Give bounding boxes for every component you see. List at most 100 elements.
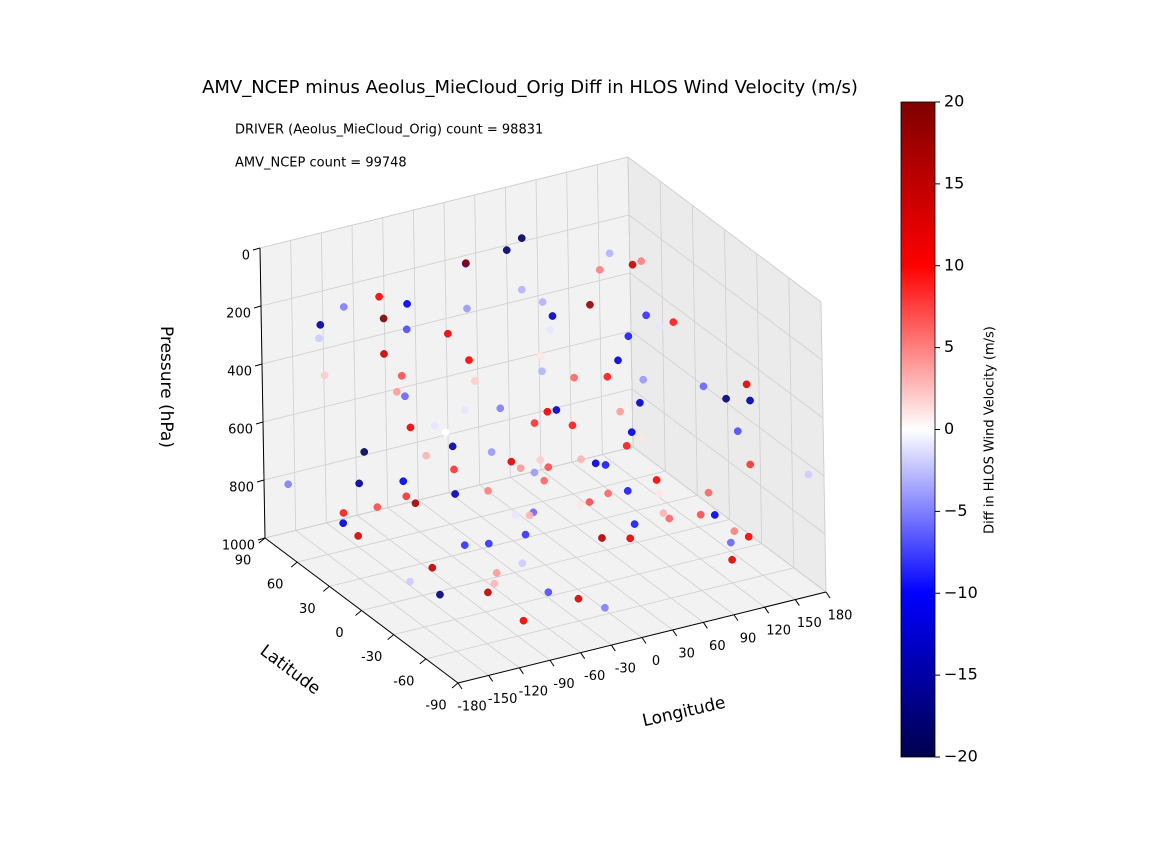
grid-line [535,179,542,470]
colorbar-tick-label: 15 [944,173,964,192]
point [659,509,668,517]
point [422,451,431,460]
x-axis-label: Longitude [641,693,728,732]
point [530,419,539,427]
point [487,448,496,456]
tick-mark [257,537,266,541]
grid-line [566,172,573,463]
colorbar-tick-label: 5 [944,337,954,356]
z-tick-label: 0 [242,249,250,264]
point [543,407,552,416]
point [517,234,526,242]
colorbar-tick-label: −15 [944,665,978,684]
point [585,498,594,506]
point [518,285,526,294]
y-tick-label: -60 [393,674,414,689]
point [538,298,547,306]
tick-mark [733,614,739,622]
z-tick-label: 800 [229,481,254,496]
point [733,427,742,436]
grid-line [630,330,825,477]
tick-mark [610,644,616,652]
colorbar-tick-label: 0 [944,419,954,438]
point [536,456,544,464]
tick-mark [457,682,463,690]
point [490,579,499,588]
panes [252,156,831,690]
point [492,569,501,577]
y-axis-line [264,537,459,684]
x-tick-label: 60 [709,639,726,654]
tick-mark [825,591,831,599]
point [637,257,646,265]
point [401,392,409,401]
x-tick-label: -180 [457,700,487,715]
point [316,321,325,329]
point [360,448,369,456]
point [586,300,594,309]
point [460,541,469,549]
grid-line [443,202,450,493]
grid-line [596,164,603,455]
z-tick-label: 400 [227,365,252,380]
grid-line [260,214,630,307]
point [728,555,736,564]
x-tick-label: 120 [766,624,791,639]
z-axis-line [259,247,266,539]
point [484,487,492,495]
tick-mark [794,599,800,606]
point [804,470,813,479]
point [616,407,625,416]
grid-line [264,446,634,539]
colorbar-tick-label: −5 [944,501,968,520]
point [436,590,444,599]
annotation: AMV_NCEP count = 99748 [235,156,407,171]
colorbar-tick-label: 10 [944,255,964,274]
point [444,329,452,338]
point [441,428,450,437]
point [451,490,459,498]
point [652,476,661,484]
y-tick-label: 0 [335,626,343,641]
colorbar [900,101,936,758]
tick-mark [580,652,586,659]
colorbar-tick-label: 20 [944,92,964,111]
y-tick-label: -90 [425,699,446,714]
y-tick-label: -30 [361,650,382,665]
x-tick-label: 30 [678,646,695,661]
point [461,406,469,414]
grid-line [628,214,823,361]
point [746,460,755,469]
point [320,371,329,380]
point [742,380,751,389]
point [746,396,754,405]
tick-mark [253,305,262,309]
point [655,322,664,331]
tick-mark [451,682,459,689]
grid-line [820,301,827,593]
point [570,373,578,382]
point [622,441,631,450]
point [484,539,493,548]
x-tick-label: 180 [828,609,853,624]
point [339,303,348,311]
x-tick-label: 0 [652,654,660,669]
colorbar-label: Diff in HLOS Wind Velocity (m/s) [983,326,998,534]
y-tick-label: 30 [299,602,316,617]
point [521,530,530,539]
tick-mark [549,659,555,667]
grid-line [259,156,629,249]
point [411,499,420,508]
tick-mark [355,610,362,616]
grid-line [627,156,634,448]
point [511,510,520,519]
tick-mark [256,479,265,483]
tick-mark [252,247,261,251]
point [605,249,614,258]
grid-line [425,567,794,660]
point [536,352,545,360]
point [614,356,622,365]
z-tick-label: 1000 [222,539,255,554]
grid-line [412,210,419,501]
